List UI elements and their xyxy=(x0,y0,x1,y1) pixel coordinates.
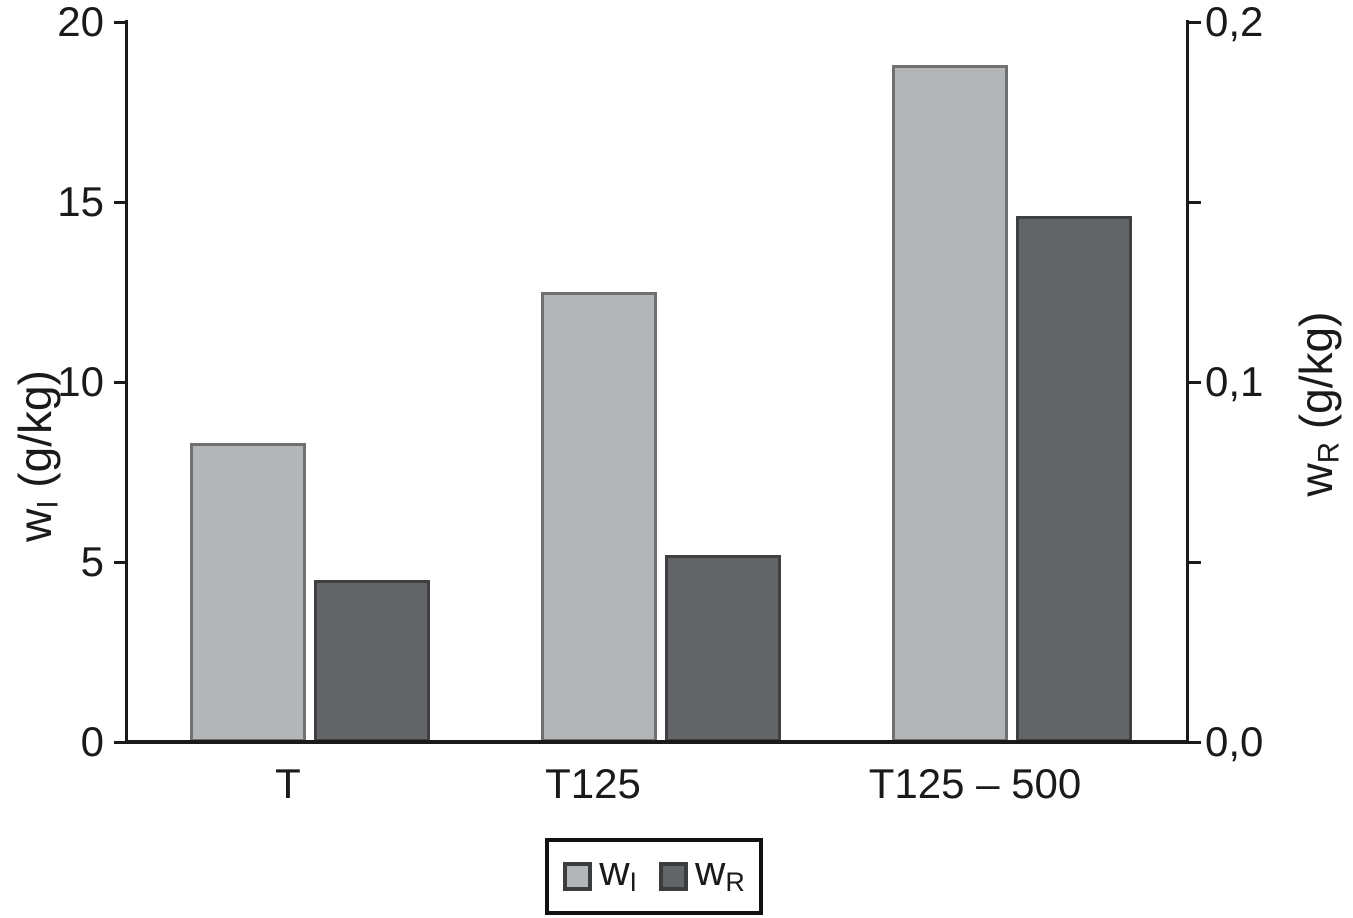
left-axis-tick xyxy=(114,380,128,384)
bar-wR-T125500 xyxy=(1016,216,1132,742)
right-axis-line xyxy=(1186,20,1189,742)
right-axis-tick xyxy=(1189,740,1201,744)
category-label-T: T xyxy=(275,760,301,807)
right-axis-title-base: w xyxy=(1290,463,1342,497)
left-axis-tick-label: 10 xyxy=(57,358,104,405)
left-axis-tick-label: 5 xyxy=(80,538,104,585)
left-axis-tick xyxy=(114,200,128,204)
wI-legend-swatch xyxy=(563,862,593,891)
left-axis-title-subscript: I xyxy=(31,500,65,509)
right-axis-title: wR (g/kg) xyxy=(1288,224,1346,584)
legend: wI wR xyxy=(545,838,763,915)
right-axis-tick xyxy=(1189,380,1201,384)
left-axis-tick-label: 20 xyxy=(57,0,104,45)
left-axis-tick-label: 15 xyxy=(57,178,104,225)
legend-item-wR: wR xyxy=(659,850,745,903)
bar-wI-T125500 xyxy=(892,65,1008,742)
right-axis-tick-label: 0,2 xyxy=(1205,0,1264,45)
right-axis-title-subscript: R xyxy=(1312,441,1346,464)
left-axis-title-unit: (g/kg) xyxy=(9,370,61,501)
wI-legend-label-subscript: I xyxy=(629,866,638,897)
bar-wR-T xyxy=(314,580,430,742)
right-axis-tick xyxy=(1189,560,1201,564)
right-axis-tick xyxy=(1189,20,1201,24)
category-label-T125: T125 xyxy=(545,760,641,807)
left-axis-tick xyxy=(114,740,128,744)
right-axis-tick-label: 0,1 xyxy=(1205,358,1264,405)
x-axis-line xyxy=(125,740,1189,744)
left-axis-tick xyxy=(114,20,128,24)
wR-legend-swatch xyxy=(659,862,689,891)
left-axis-title: wI (g/kg) xyxy=(7,276,65,636)
wR-legend-label: wR xyxy=(695,850,745,903)
left-axis-title-base: w xyxy=(9,508,61,542)
wI-legend-label-base: w xyxy=(599,847,630,895)
bar-wI-T125 xyxy=(541,292,657,742)
wI-legend-label: wI xyxy=(599,850,637,903)
bar-wI-T xyxy=(190,443,306,742)
bar-wR-T125 xyxy=(665,554,781,742)
right-axis-title-unit: (g/kg) xyxy=(1290,311,1342,442)
wR-legend-label-subscript: R xyxy=(725,866,745,897)
category-label-T125500: T125 – 500 xyxy=(868,760,1082,807)
right-axis-tick xyxy=(1189,200,1201,204)
wR-legend-label-base: w xyxy=(695,847,726,895)
legend-item-wI: wI xyxy=(563,850,637,903)
plot-area: 0 5 10 15 20 0,0 0,1 0,2 T T125 T125 – 500 xyxy=(57,0,1263,807)
right-axis-tick-label: 0,0 xyxy=(1205,718,1264,765)
left-axis-tick-label: 0 xyxy=(80,718,104,765)
left-axis-tick xyxy=(114,560,128,564)
